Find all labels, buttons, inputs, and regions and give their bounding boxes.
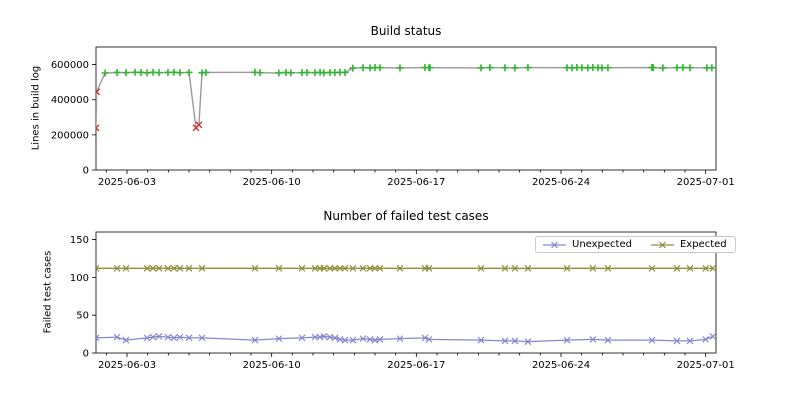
y-tick-label: 600000 <box>51 60 89 71</box>
y-tick-label: 150 <box>70 235 89 246</box>
legend-entry-unexpected: Unexpected <box>542 239 632 250</box>
legend-label-expected: Expected <box>679 239 727 250</box>
y-tick-label: 100 <box>70 273 89 284</box>
expected-line-swatch-icon <box>650 241 674 248</box>
x-tick-label: 2025-07-01 <box>677 177 735 188</box>
x-tick-label: 2025-06-10 <box>243 360 301 371</box>
plot-data <box>96 264 716 346</box>
x-tick-label: 2025-06-10 <box>243 177 301 188</box>
build-log-line <box>96 66 712 130</box>
unexpected-markers <box>96 332 716 346</box>
success-markers <box>101 64 716 77</box>
y-tick-label: 50 <box>76 311 89 322</box>
y-tick-label: 0 <box>83 349 89 360</box>
y-tick-label: 0 <box>83 166 89 177</box>
axes-frame <box>95 231 717 354</box>
failed-tests-plot: 2025-06-03 2025-06-10 2025-06-17 2025-06-24… <box>70 231 735 371</box>
legend: Unexpected Expected <box>535 236 736 253</box>
x-tick-label: 2025-07-01 <box>677 360 735 371</box>
x-tick-label: 2025-06-17 <box>387 177 445 188</box>
build-status-title: Build status <box>370 24 442 38</box>
build-status-plot: 2025-06-03 2025-06-10 2025-06-17 2025-06-24… <box>51 46 735 188</box>
legend-entry-expected: Expected <box>650 239 727 250</box>
tick-marks <box>92 64 707 174</box>
x-tick-label: 2025-06-03 <box>98 177 156 188</box>
x-tick-label: 2025-06-17 <box>387 360 445 371</box>
plot-data <box>96 64 716 132</box>
unexpected-line-swatch-icon <box>543 241 566 248</box>
failed-tests-title: Number of failed test cases <box>323 209 489 223</box>
x-tick-label: 2025-06-24 <box>532 360 590 371</box>
fail-markers <box>96 88 203 132</box>
expected-markers <box>96 264 716 272</box>
tick-marks <box>92 239 707 357</box>
x-tick-label: 2025-06-03 <box>98 360 156 371</box>
y-tick-label: 200000 <box>51 130 89 141</box>
legend-label-unexpected: Unexpected <box>572 239 632 250</box>
x-tick-label: 2025-06-24 <box>532 177 590 188</box>
axes-frame <box>95 46 717 171</box>
y-tick-label: 400000 <box>51 95 89 106</box>
